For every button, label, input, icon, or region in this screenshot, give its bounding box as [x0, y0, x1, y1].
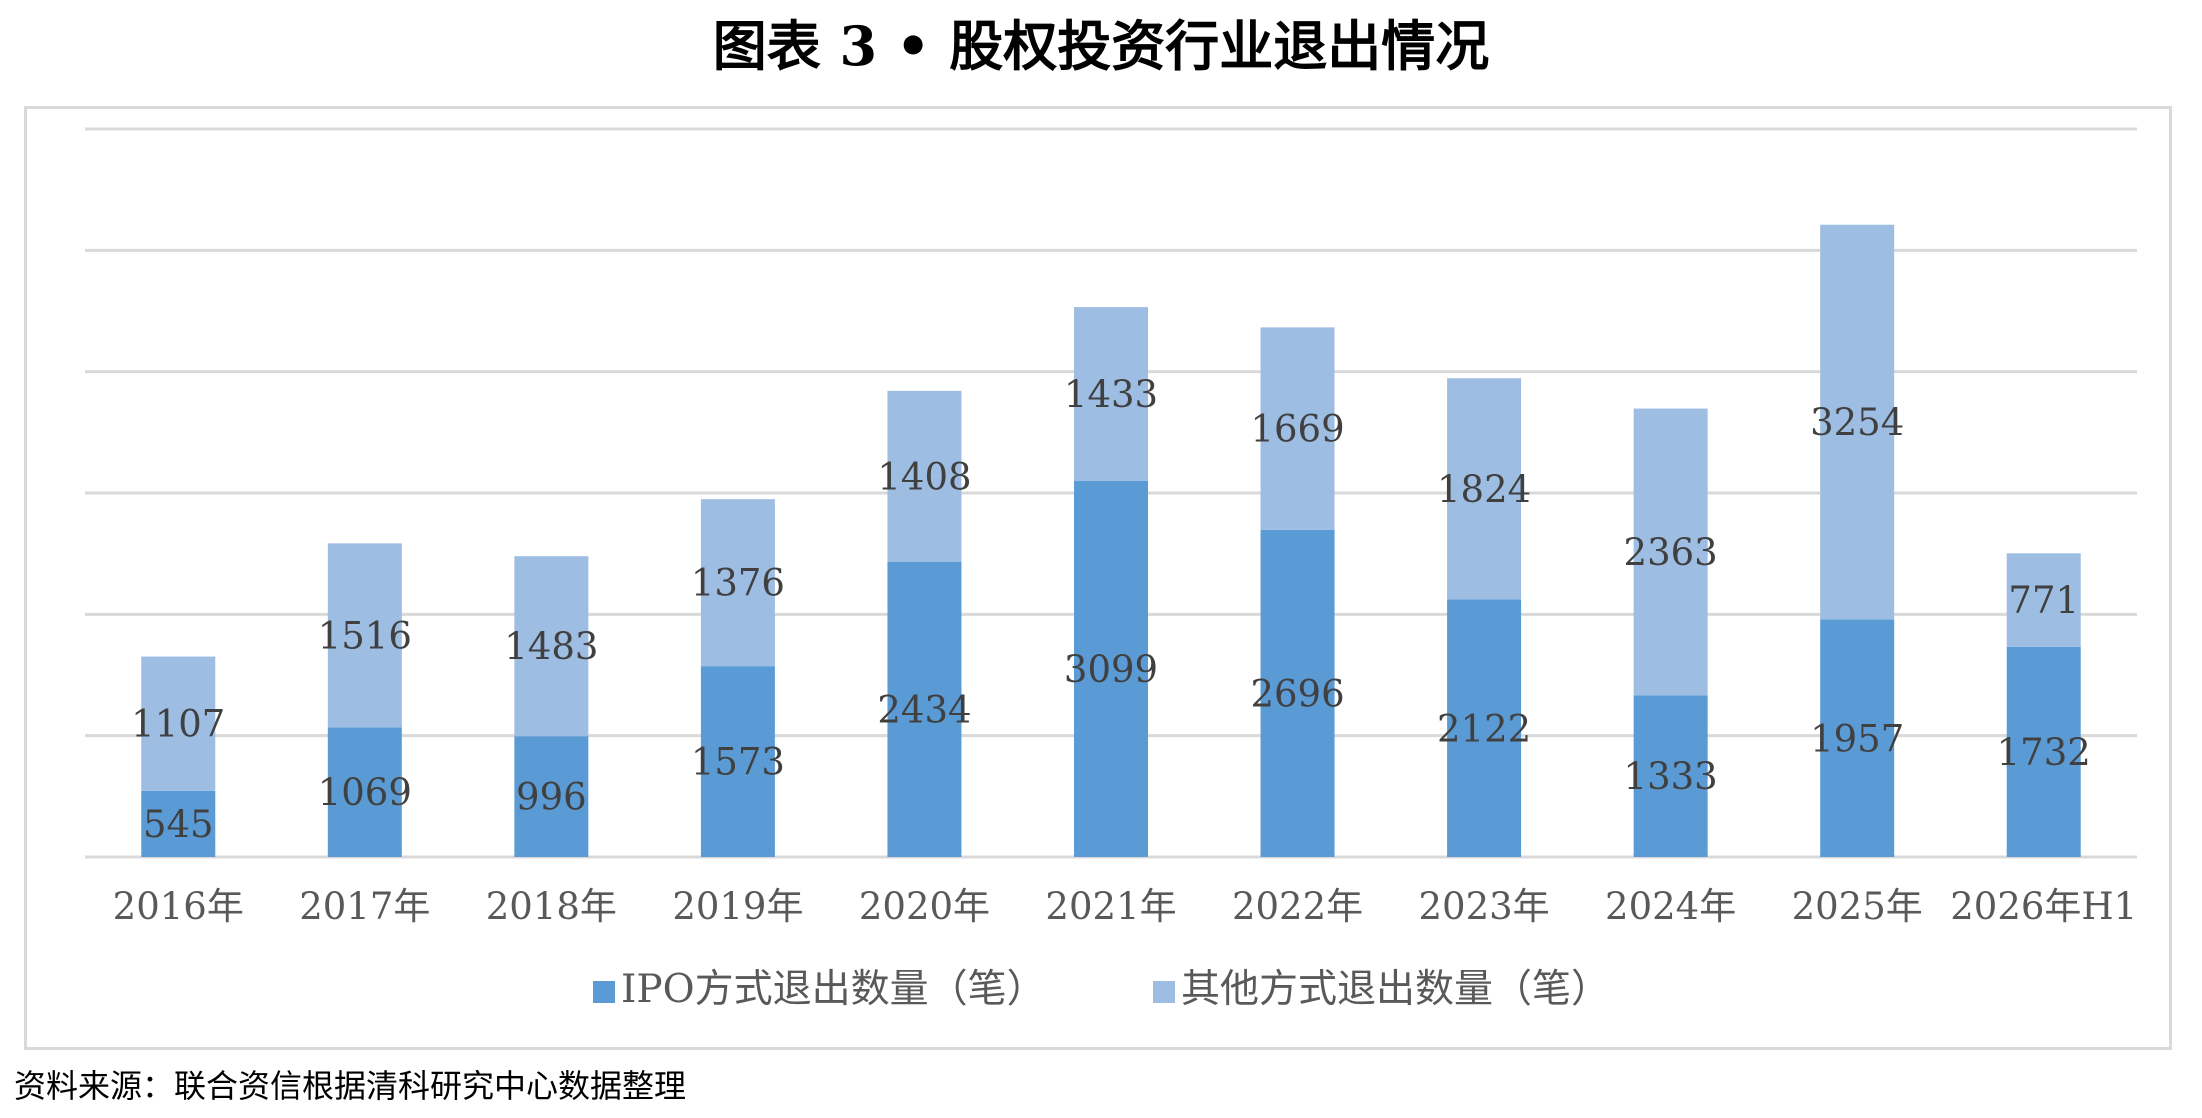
x-tick-label-9: 2025年 [1792, 885, 1923, 928]
bar-ipo-6 [1260, 529, 1335, 857]
data-label-other-6: 1669 [1250, 408, 1344, 451]
data-label-ipo-2: 996 [516, 776, 587, 819]
data-label-ipo-8: 1333 [1624, 755, 1718, 798]
x-tick-label-8: 2024年 [1605, 885, 1736, 928]
x-tick-label-4: 2020年 [859, 885, 990, 928]
chart-frame: 545 1107 1069 1516 996 1483 1573 1376 2434 1408 30… [24, 106, 2172, 1050]
x-tick-label-7: 2023年 [1419, 885, 1550, 928]
x-axis-tick-labels: 2016年 2017年 2018年 2019年 2020年 2021年 2022年 2023年… [113, 885, 2138, 928]
bar-other-1 [327, 543, 402, 728]
bar-other-3 [700, 499, 775, 667]
bar-other-0 [141, 656, 216, 791]
bar-other-6 [1260, 327, 1335, 530]
x-tick-label-5: 2021年 [1045, 885, 1176, 928]
data-label-ipo-0: 545 [143, 803, 214, 846]
data-label-other-4: 1408 [877, 455, 971, 498]
bar-ipo-2 [514, 736, 589, 857]
data-label-other-3: 1376 [691, 562, 785, 605]
bars [141, 224, 2081, 857]
bar-ipo-9 [1820, 619, 1895, 857]
data-label-ipo-9: 1957 [1810, 717, 1904, 760]
data-label-ipo-6: 2696 [1250, 672, 1344, 715]
chart-title: 图表 3 • 股权投资行业退出情况 [712, 14, 1490, 78]
data-label-other-0: 1107 [131, 703, 225, 746]
bar-ipo-7 [1447, 599, 1522, 857]
bar-ipo-5 [1074, 480, 1148, 857]
source-note: 资料来源：联合资信根据清科研究中心数据整理 [14, 1067, 687, 1105]
x-tick-label-0: 2016年 [113, 885, 244, 928]
data-label-other-1: 1516 [318, 614, 412, 657]
bar-other-8 [1633, 408, 1708, 696]
data-label-other-10: 771 [2008, 579, 2079, 622]
data-label-ipo-10: 1732 [1997, 731, 2091, 774]
x-tick-label-3: 2019年 [672, 885, 803, 928]
bar-other-5 [1074, 307, 1148, 481]
data-label-other-9: 3254 [1810, 401, 1904, 444]
bar-other-10 [2006, 553, 2081, 647]
bar-ipo-3 [700, 666, 775, 857]
data-label-other-7: 1824 [1437, 468, 1531, 511]
data-label-ipo-4: 2434 [877, 688, 971, 731]
data-label-other-2: 1483 [504, 625, 598, 668]
bar-other-4 [887, 390, 962, 562]
bar-ipo-8 [1633, 695, 1708, 857]
data-label-ipo-1: 1069 [318, 771, 412, 814]
legend-swatch-1 [1153, 981, 1175, 1003]
x-tick-label-1: 2017年 [299, 885, 430, 928]
data-label-ipo-5: 3099 [1064, 648, 1158, 691]
legend-label-0: IPO方式退出数量（笔） [621, 967, 1046, 1012]
legend: IPO方式退出数量（笔） 其他方式退出数量（笔） [593, 967, 1610, 1012]
legend-swatch-0 [593, 981, 615, 1003]
legend-label-1: 其他方式退出数量（笔） [1181, 967, 1610, 1012]
data-label-ipo-3: 1573 [691, 741, 785, 784]
x-tick-label-10: 2026年H1 [1950, 885, 2137, 928]
x-tick-label-2: 2018年 [486, 885, 617, 928]
bar-ipo-0 [141, 790, 216, 857]
data-label-other-8: 2363 [1624, 531, 1718, 574]
bar-ipo-4 [887, 561, 962, 857]
bar-ipo-10 [2006, 646, 2081, 857]
bar-ipo-1 [327, 727, 402, 857]
bar-other-7 [1447, 378, 1522, 600]
bar-other-2 [514, 556, 589, 737]
data-labels: 545 1107 1069 1516 996 1483 1573 1376 2434 1408 30… [131, 373, 2091, 846]
stacked-bar-chart: 545 1107 1069 1516 996 1483 1573 1376 2434 1408 30… [85, 127, 2138, 1012]
data-label-ipo-7: 2122 [1437, 707, 1531, 750]
x-tick-label-6: 2022年 [1232, 885, 1363, 928]
bar-other-9 [1820, 224, 1895, 620]
data-label-other-5: 1433 [1064, 373, 1158, 416]
